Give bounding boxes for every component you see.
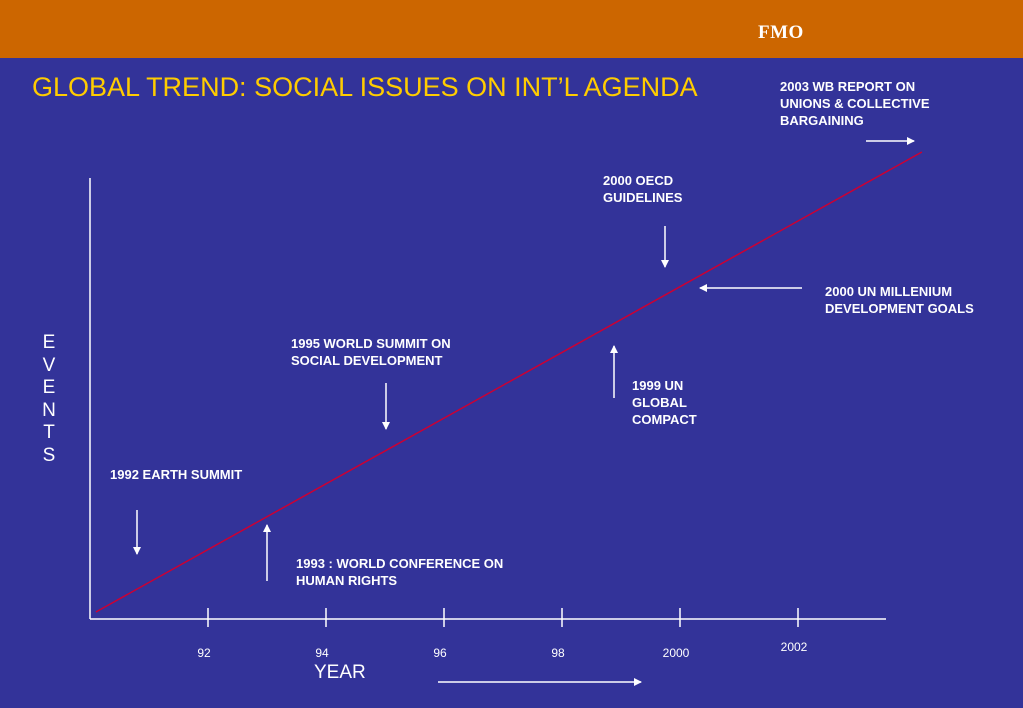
annotation-millenium-goals: 2000 UN MILLENIUM DEVELOPMENT GOALS [825, 284, 974, 316]
x-tick-label: 2002 [781, 640, 808, 654]
trend-line [95, 151, 923, 613]
annotation-social-development-summit: 1995 WORLD SUMMIT ON SOCIAL DEVELOPMENT [291, 336, 451, 368]
header-bar: FMO [0, 0, 1023, 58]
x-tick-label: 92 [197, 646, 211, 660]
chart-title: GLOBAL TREND: SOCIAL ISSUES ON INT’L AGE… [32, 72, 698, 102]
x-tick-label: 94 [315, 646, 329, 660]
y-axis-label: EVENTS [42, 332, 56, 466]
annotation-oecd-guidelines: 2000 OECD GUIDELINES [603, 173, 683, 205]
x-tick-label: 96 [433, 646, 447, 660]
fmo-logo: FMO [758, 22, 804, 43]
x-tick-label: 2000 [663, 646, 690, 660]
trend-series [95, 151, 923, 613]
x-axis-label: YEAR [314, 662, 366, 683]
annotation-human-rights-conference: 1993 : WORLD CONFERENCE ON HUMAN RIGHTS [296, 556, 504, 588]
annotation-wb-report: 2003 WB REPORT ON UNIONS & COLLECTIVE BA… [780, 79, 930, 128]
x-tick-label: 98 [551, 646, 565, 660]
annotation-un-global-compact: 1999 UN GLOBAL COMPACT [632, 378, 697, 427]
annotation-earth-summit: 1992 EARTH SUMMIT [110, 467, 243, 482]
x-axis-ticks: 92 94 96 98 2000 2002 [197, 608, 808, 660]
